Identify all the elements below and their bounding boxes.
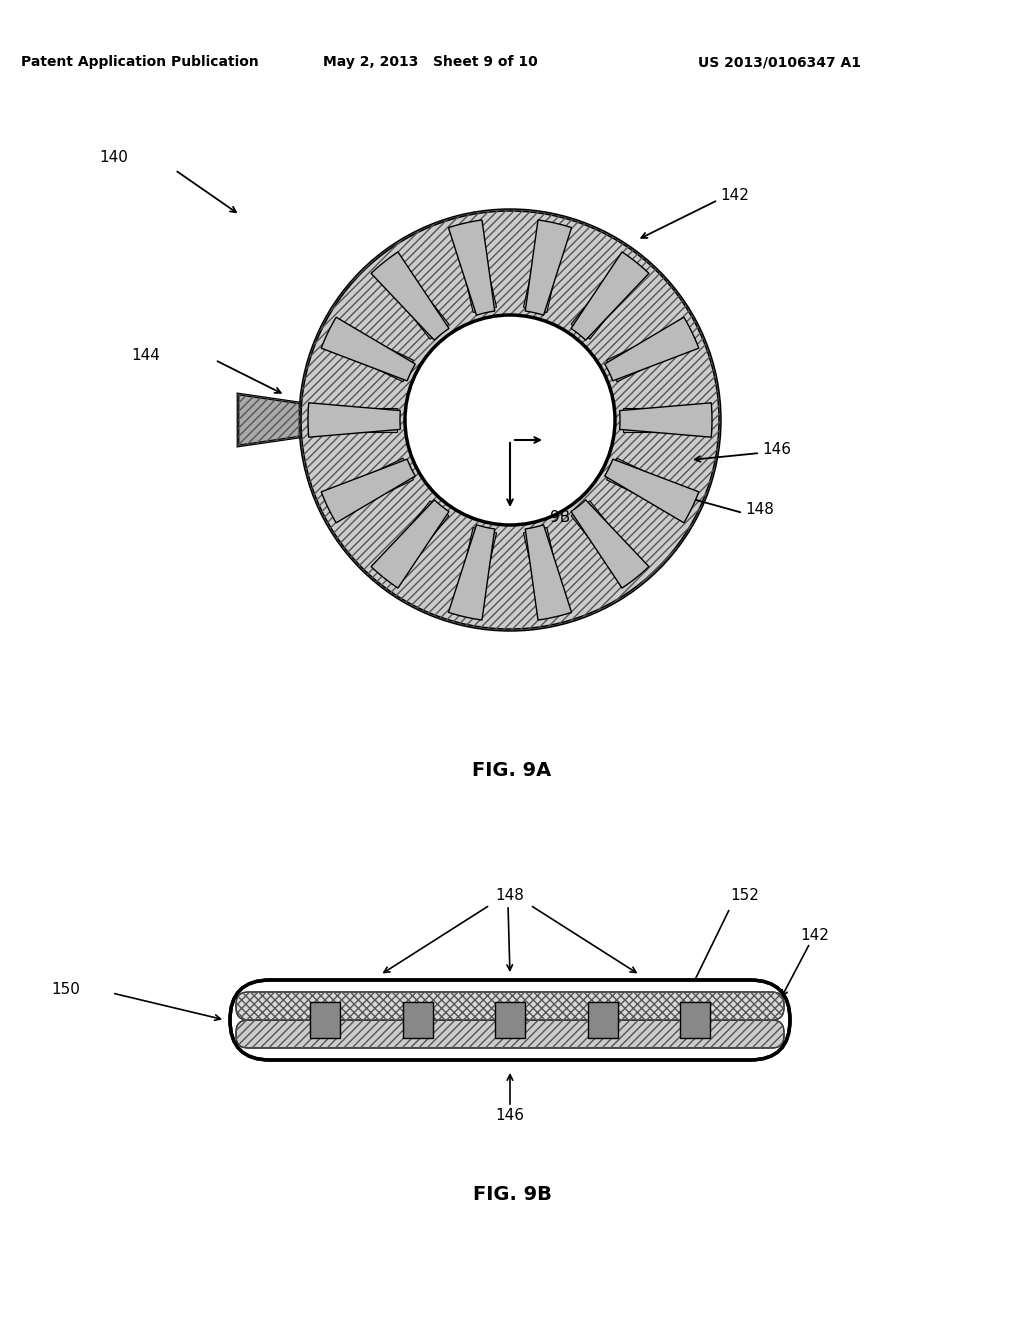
Polygon shape [322,459,416,523]
Polygon shape [606,322,695,381]
Polygon shape [606,458,695,517]
Text: 146: 146 [496,1107,524,1122]
Text: 146: 146 [762,442,791,458]
Polygon shape [620,403,712,437]
Polygon shape [571,500,644,583]
Polygon shape [523,222,566,313]
Polygon shape [525,525,571,620]
Text: 148: 148 [745,503,774,517]
Text: 142: 142 [800,928,828,942]
Polygon shape [571,500,649,589]
Polygon shape [571,256,644,339]
Polygon shape [449,220,495,315]
Polygon shape [454,222,497,313]
Text: 152: 152 [730,887,759,903]
Polygon shape [376,256,449,339]
Text: 144: 144 [131,347,160,363]
Polygon shape [238,393,300,446]
Polygon shape [376,500,449,583]
Polygon shape [325,458,414,517]
Bar [402,1002,432,1038]
FancyBboxPatch shape [230,979,790,1060]
Text: 9B: 9B [550,510,570,525]
Bar [680,1002,710,1038]
FancyBboxPatch shape [236,993,784,1020]
Ellipse shape [300,210,720,630]
Polygon shape [371,500,449,589]
Bar [495,1002,525,1038]
FancyBboxPatch shape [236,1020,784,1048]
Polygon shape [322,317,416,381]
Bar [310,1002,340,1038]
Text: 140: 140 [99,150,128,165]
Polygon shape [310,408,397,432]
Polygon shape [525,220,571,315]
Ellipse shape [406,315,615,525]
Polygon shape [523,528,566,618]
Polygon shape [605,459,698,523]
Polygon shape [454,528,497,618]
Text: FIG. 9A: FIG. 9A [472,760,552,780]
Text: Patent Application Publication: Patent Application Publication [22,55,259,69]
Text: US 2013/0106347 A1: US 2013/0106347 A1 [698,55,861,69]
Text: FIG. 9B: FIG. 9B [472,1185,552,1204]
Text: May 2, 2013   Sheet 9 of 10: May 2, 2013 Sheet 9 of 10 [323,55,538,69]
Polygon shape [623,408,710,432]
Polygon shape [449,525,495,620]
Bar [588,1002,617,1038]
Text: 148: 148 [495,887,524,903]
Polygon shape [371,252,449,341]
Text: 142: 142 [720,187,749,202]
Polygon shape [605,317,698,381]
Text: 150: 150 [51,982,80,998]
Polygon shape [308,403,400,437]
Polygon shape [325,322,414,381]
Polygon shape [571,252,649,341]
